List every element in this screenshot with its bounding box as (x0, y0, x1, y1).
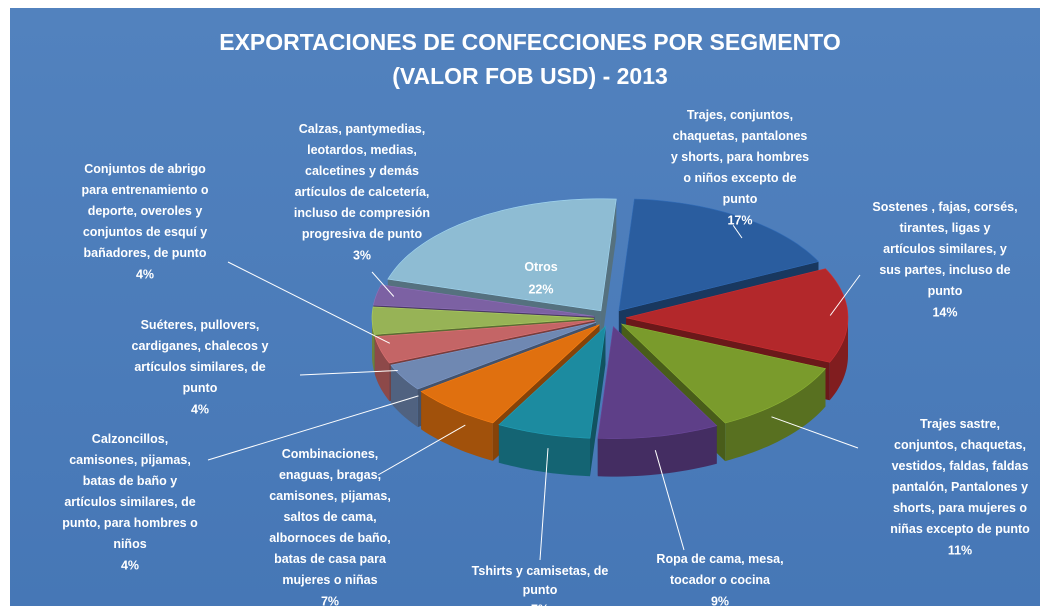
slice-side (374, 336, 390, 402)
category-label: Ropa de cama, mesa, tocador o cocina (656, 552, 783, 587)
slice-side (372, 318, 375, 373)
category-label: Calzas, pantymedias, leotardos, medias, ca… (294, 122, 430, 241)
value-label: 9% (711, 594, 729, 608)
leader-line (829, 274, 861, 316)
value-label: 11% (948, 543, 972, 557)
value-label: 4% (191, 402, 209, 416)
leader-line (732, 225, 743, 239)
value-label: 4% (121, 558, 139, 572)
slice-side (390, 365, 418, 428)
leader-line (377, 424, 466, 476)
value-label: 14% (932, 305, 957, 319)
chart-title: EXPORTACIONES DE CONFECCIONES POR SEGMEN… (219, 29, 841, 89)
slice (373, 284, 595, 317)
slice (371, 306, 595, 335)
slice (374, 320, 595, 364)
slice-side (498, 424, 590, 477)
value-label: 7% (531, 602, 549, 616)
value-label: 3% (353, 248, 371, 262)
value-label: 7% (321, 594, 339, 608)
slice-side (829, 317, 848, 401)
value-label: 4% (136, 267, 154, 281)
slice (597, 325, 718, 439)
slice (625, 268, 849, 363)
slice (498, 325, 606, 439)
category-label: Trajes sastre, conjuntos, chaquetas, vesti… (890, 417, 1030, 536)
category-label: Calzoncillos, camisones, pijamas, batas de… (62, 432, 198, 551)
leader-line (771, 416, 859, 449)
leader-line (299, 370, 398, 376)
slice-wall (390, 322, 597, 404)
value-label: 22% (528, 282, 553, 296)
category-label: Trajes, conjuntos, chaquetas, pantalones y… (671, 108, 809, 206)
leader-line (207, 395, 419, 461)
category-label: Otros (524, 260, 557, 274)
slice (390, 322, 597, 390)
category-label: Sostenes , fajas, corsés, tirantes, ligas… (872, 200, 1017, 298)
slice (618, 198, 820, 312)
category-label: Tshirts y camisetas, de punto (472, 564, 609, 597)
leader-line (654, 450, 685, 551)
leader-line (539, 448, 549, 561)
slice-wall (600, 199, 617, 349)
slice (620, 323, 827, 424)
category-label: Suéteres, pullovers, cardiganes, chalecos… (132, 318, 269, 395)
category-label: Combinaciones, enaguas, bragas, camisones,… (269, 447, 391, 587)
slice-side (421, 391, 493, 461)
slice-side (725, 368, 826, 462)
slice (420, 324, 600, 424)
leader-line (371, 271, 395, 297)
slice (387, 198, 617, 312)
leader-line (227, 261, 391, 344)
value-label: 17% (727, 213, 752, 227)
